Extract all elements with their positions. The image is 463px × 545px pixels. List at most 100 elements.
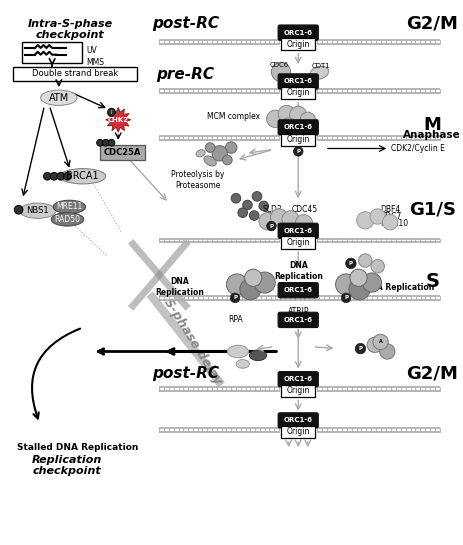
- Text: CDC6: CDC6: [269, 62, 288, 68]
- Circle shape: [356, 211, 373, 229]
- Ellipse shape: [249, 350, 266, 361]
- Text: G2/M: G2/M: [406, 14, 457, 32]
- Circle shape: [354, 343, 365, 354]
- Circle shape: [258, 201, 268, 211]
- Text: CDC25A: CDC25A: [103, 148, 140, 157]
- Circle shape: [369, 209, 385, 224]
- Text: Proteolysis by
Proteasome: Proteolysis by Proteasome: [171, 170, 224, 190]
- Text: BRCA1: BRCA1: [66, 171, 99, 181]
- Text: S: S: [425, 272, 438, 291]
- Text: Anaphase: Anaphase: [402, 130, 460, 140]
- Circle shape: [222, 155, 232, 165]
- Circle shape: [358, 254, 371, 267]
- Circle shape: [335, 274, 356, 295]
- Text: MCM complex: MCM complex: [207, 112, 260, 122]
- Text: ATRIP: ATRIP: [287, 307, 308, 316]
- Circle shape: [230, 293, 239, 302]
- Circle shape: [264, 213, 274, 222]
- FancyBboxPatch shape: [277, 282, 318, 298]
- Text: DNA
Replication: DNA Replication: [273, 261, 322, 281]
- Text: ATM: ATM: [49, 93, 69, 103]
- Text: Origin: Origin: [286, 88, 309, 98]
- Circle shape: [295, 215, 312, 232]
- Text: MCM10: MCM10: [380, 219, 408, 228]
- Circle shape: [249, 211, 258, 220]
- FancyBboxPatch shape: [281, 134, 315, 146]
- Text: Origin: Origin: [286, 40, 309, 49]
- Circle shape: [289, 106, 306, 124]
- Circle shape: [107, 108, 115, 116]
- Text: P: P: [269, 223, 273, 228]
- Text: P: P: [344, 295, 347, 300]
- Ellipse shape: [53, 200, 86, 214]
- Text: Stalled DNA Replication: Stalled DNA Replication: [17, 443, 138, 452]
- FancyBboxPatch shape: [277, 372, 318, 387]
- FancyBboxPatch shape: [277, 25, 318, 40]
- Text: A: A: [378, 340, 382, 344]
- Circle shape: [266, 110, 283, 128]
- Text: P: P: [295, 149, 300, 154]
- Text: Double strand break: Double strand break: [32, 69, 118, 78]
- Text: RAD50: RAD50: [54, 215, 80, 224]
- Polygon shape: [106, 107, 131, 132]
- Circle shape: [382, 215, 397, 230]
- Text: S-phase delay: S-phase delay: [161, 296, 224, 387]
- Circle shape: [349, 269, 366, 286]
- Text: ORC1-6: ORC1-6: [283, 287, 312, 293]
- Text: Replication: Replication: [31, 455, 101, 465]
- FancyBboxPatch shape: [277, 312, 318, 328]
- Text: NBS1: NBS1: [26, 206, 49, 215]
- FancyBboxPatch shape: [22, 42, 81, 63]
- Circle shape: [108, 140, 115, 146]
- Circle shape: [231, 193, 240, 203]
- Text: checkpoint: checkpoint: [32, 466, 100, 476]
- Circle shape: [14, 205, 23, 214]
- Text: CHK2: CHK2: [107, 117, 128, 123]
- FancyBboxPatch shape: [277, 413, 318, 428]
- Circle shape: [50, 172, 58, 180]
- Text: ORC1-6: ORC1-6: [283, 228, 312, 234]
- Circle shape: [362, 273, 381, 292]
- Circle shape: [293, 147, 302, 156]
- Circle shape: [57, 172, 64, 180]
- Circle shape: [277, 105, 295, 123]
- Text: Origin: Origin: [286, 238, 309, 247]
- FancyBboxPatch shape: [277, 120, 318, 135]
- Text: i: i: [111, 110, 112, 114]
- Text: CDT1: CDT1: [311, 63, 330, 69]
- Ellipse shape: [51, 213, 83, 226]
- Text: ORC1-6: ORC1-6: [283, 317, 312, 323]
- Ellipse shape: [41, 90, 77, 105]
- Circle shape: [96, 140, 103, 146]
- Text: pre-RC: pre-RC: [156, 67, 214, 82]
- Circle shape: [379, 344, 394, 359]
- Text: DBF4: DBF4: [380, 205, 400, 214]
- FancyBboxPatch shape: [281, 38, 315, 50]
- Text: DNA Replication: DNA Replication: [363, 283, 433, 292]
- Circle shape: [348, 278, 369, 300]
- Circle shape: [242, 200, 252, 210]
- Circle shape: [271, 62, 290, 81]
- Circle shape: [44, 172, 51, 180]
- Circle shape: [225, 142, 237, 153]
- Circle shape: [254, 272, 275, 293]
- FancyBboxPatch shape: [281, 426, 315, 438]
- Text: Origin: Origin: [286, 386, 309, 395]
- Ellipse shape: [19, 203, 56, 219]
- Text: post-RC: post-RC: [151, 366, 219, 381]
- Ellipse shape: [227, 346, 248, 358]
- Text: P: P: [358, 346, 362, 351]
- Text: ORC1-6: ORC1-6: [283, 124, 312, 130]
- Text: DNA
Replication: DNA Replication: [155, 277, 203, 298]
- Text: ORC1-6: ORC1-6: [283, 29, 312, 35]
- Circle shape: [345, 258, 356, 269]
- FancyBboxPatch shape: [281, 385, 315, 397]
- Text: post-RC: post-RC: [151, 16, 219, 31]
- Circle shape: [341, 293, 350, 302]
- Text: ORC1-6: ORC1-6: [283, 376, 312, 382]
- Text: CDK2/Cyclin E: CDK2/Cyclin E: [390, 144, 444, 153]
- Circle shape: [372, 334, 388, 349]
- Text: Origin: Origin: [286, 427, 309, 437]
- Circle shape: [205, 143, 214, 153]
- Text: CDC45: CDC45: [291, 205, 317, 214]
